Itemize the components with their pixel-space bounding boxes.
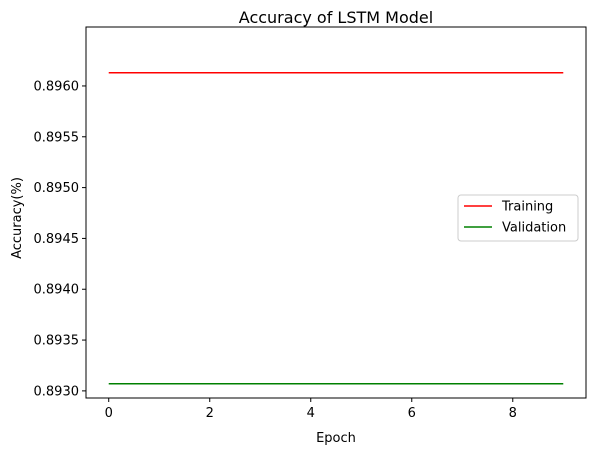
x-tick-label: 0	[105, 406, 113, 421]
legend-label-training: Training	[501, 200, 553, 215]
y-tick-label: 0.8955	[34, 130, 80, 145]
chart-title: Accuracy of LSTM Model	[239, 8, 433, 27]
axes-frame	[85, 26, 587, 399]
x-tick-label: 2	[206, 406, 214, 421]
plot-area	[85, 26, 587, 399]
x-axis-ticks: 0 2 4 6 8	[105, 398, 517, 421]
x-tick-label: 8	[509, 406, 517, 421]
y-tick-label: 0.8940	[34, 283, 80, 298]
y-tick-label: 0.8935	[34, 334, 80, 349]
legend: Training Validation	[457, 194, 579, 242]
x-axis-label: Epoch	[316, 431, 356, 446]
y-tick-label: 0.8930	[34, 384, 80, 399]
y-tick-label: 0.8950	[34, 181, 80, 196]
legend-label-validation: Validation	[502, 221, 566, 236]
y-tick-label: 0.8945	[34, 232, 80, 247]
series-lines	[108, 71, 564, 385]
y-tick-label: 0.8960	[34, 79, 80, 94]
y-axis-ticks: 0.8930 0.8935 0.8940 0.8945 0.8950 0.8955 0.89…	[34, 79, 86, 399]
x-tick-label: 4	[307, 406, 315, 421]
y-axis-label: Accuracy(%)	[10, 177, 25, 259]
x-tick-label: 6	[408, 406, 416, 421]
